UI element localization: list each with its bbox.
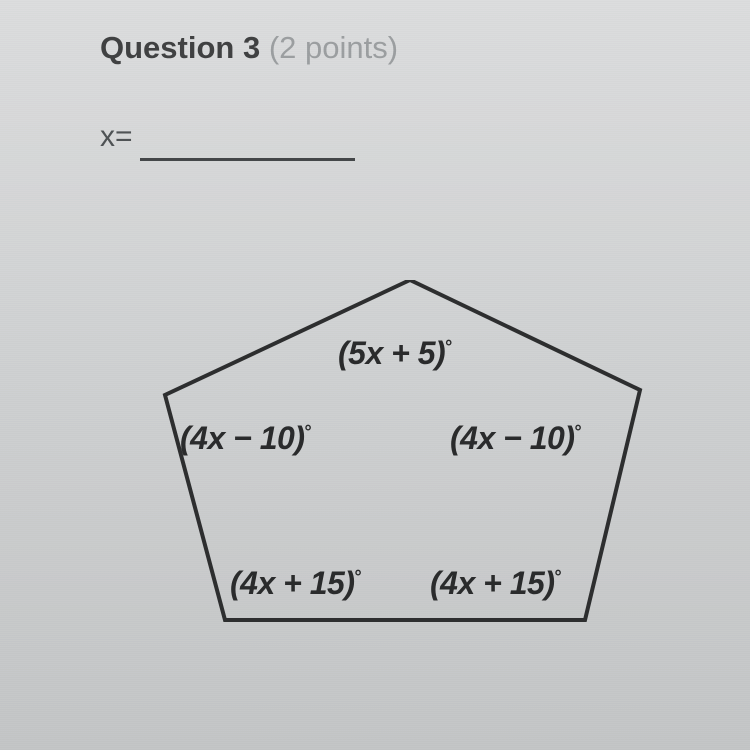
question-number-text: Question 3	[100, 30, 260, 65]
question-points: (2 points)	[269, 30, 398, 65]
angle-bottom-right-label: (4x + 15)°	[430, 565, 561, 602]
answer-blank-line	[140, 158, 355, 161]
angle-left-label: (4x − 10)°	[180, 420, 311, 457]
angle-bottom-left-label: (4x + 15)°	[230, 565, 361, 602]
page-background: Question 3 (2 points) x= (5x + 5)° (4x −…	[0, 0, 750, 750]
angle-right-label: (4x − 10)°	[450, 420, 581, 457]
question-number: Question 3 (2 points)	[100, 30, 398, 66]
angle-top-label: (5x + 5)°	[338, 335, 452, 372]
pentagon-diagram: (5x + 5)° (4x − 10)° (4x − 10)° (4x + 15…	[130, 280, 690, 655]
prompt-x-equals: x=	[100, 120, 133, 154]
